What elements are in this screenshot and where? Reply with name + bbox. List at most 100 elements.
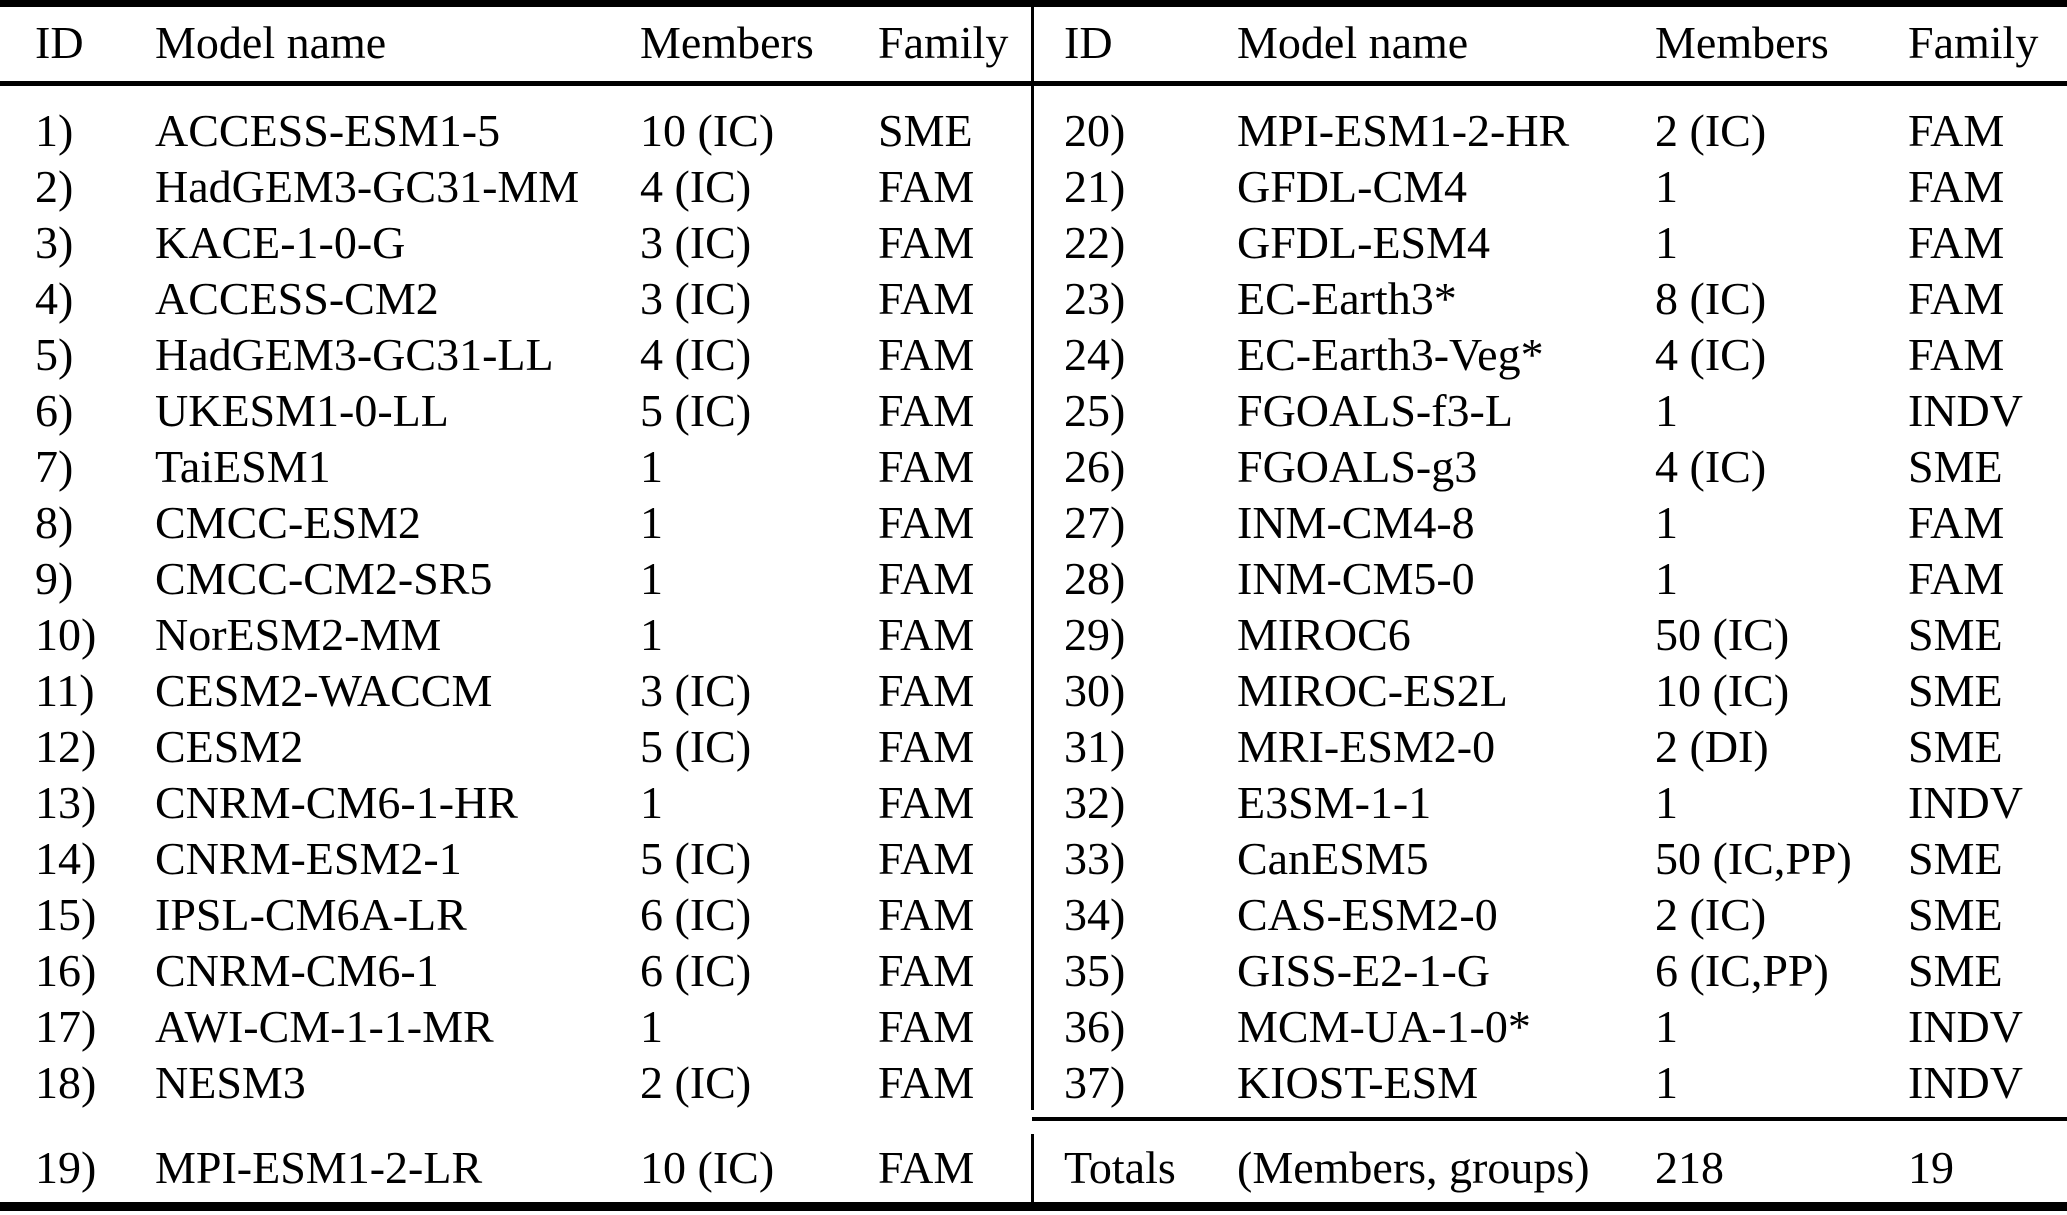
cell-family: FAM — [878, 777, 975, 828]
cell-id: 27) — [1064, 497, 1126, 548]
cell-id: 26) — [1064, 441, 1126, 492]
table-row: 29) MIROC6 50 (IC) SME — [1034, 607, 2067, 663]
table-row: 30) MIROC-ES2L 10 (IC) SME — [1034, 663, 2067, 719]
totals-caption: (Members, groups) — [1237, 1142, 1590, 1193]
cell-model: IPSL-CM6A-LR — [155, 889, 467, 940]
cell-model: UKESM1-0-LL — [155, 385, 449, 436]
top-rule — [0, 0, 2067, 7]
table-row: 10) NorESM2-MM 1 FAM — [0, 607, 1032, 663]
table-row: 17) AWI-CM-1-1-MR 1 FAM — [0, 999, 1032, 1055]
cell-id: 5) — [35, 329, 74, 380]
cell-id: 20) — [1064, 105, 1126, 156]
cell-id: 25) — [1064, 385, 1126, 436]
cell-id: 32) — [1064, 777, 1126, 828]
table-row: 7) TaiESM1 1 FAM — [0, 439, 1032, 495]
cell-model: GFDL-ESM4 — [1237, 217, 1491, 268]
cell-family: SME — [1908, 721, 2003, 772]
left-header-family: Family — [878, 17, 1009, 68]
cell-id: 2) — [35, 161, 74, 212]
right-header-members: Members — [1655, 17, 1829, 68]
cell-members: 5 (IC) — [640, 833, 752, 884]
cell-id: 23) — [1064, 273, 1126, 324]
cell-members: 6 (IC) — [640, 889, 752, 940]
cell-id: 7) — [35, 441, 74, 492]
cell-members: 1 — [1655, 1057, 1678, 1108]
table-row: 27) INM-CM4-8 1 FAM — [1034, 495, 2067, 551]
cell-members: 3 (IC) — [640, 217, 752, 268]
cell-model: E3SM-1-1 — [1237, 777, 1432, 828]
table-row: 37) KIOST-ESM 1 INDV — [1034, 1055, 2067, 1111]
cell-members: 1 — [1655, 1001, 1678, 1052]
cell-family: INDV — [1908, 385, 2023, 436]
cell-members: 1 — [1655, 161, 1678, 212]
cell-members: 8 (IC) — [1655, 273, 1767, 324]
cell-members: 2 (IC) — [1655, 889, 1767, 940]
cell-id: 24) — [1064, 329, 1126, 380]
cell-family: FAM — [878, 665, 975, 716]
left-header-id: ID — [35, 17, 84, 68]
cell-family: SME — [1908, 833, 2003, 884]
cell-members: 4 (IC) — [1655, 329, 1767, 380]
totals-label: Totals — [1064, 1142, 1176, 1193]
cell-model: FGOALS-g3 — [1237, 441, 1478, 492]
cell-members: 50 (IC,PP) — [1655, 833, 1852, 884]
table-row: 13) CNRM-CM6-1-HR 1 FAM — [0, 775, 1032, 831]
cell-family: FAM — [878, 385, 975, 436]
cell-id: 21) — [1064, 161, 1126, 212]
cell-model: MRI-ESM2-0 — [1237, 721, 1496, 772]
cell-members: 1 — [1655, 385, 1678, 436]
table-row: 33) CanESM5 50 (IC,PP) SME — [1034, 831, 2067, 887]
table-row: 14) CNRM-ESM2-1 5 (IC) FAM — [0, 831, 1032, 887]
cell-id: 35) — [1064, 945, 1126, 996]
cell-family: FAM — [878, 1142, 975, 1193]
cell-members: 1 — [640, 441, 663, 492]
cell-id: 22) — [1064, 217, 1126, 268]
cell-model: MIROC6 — [1237, 609, 1411, 660]
totals-row: Totals (Members, groups) 218 19 — [1034, 1140, 2067, 1196]
cell-members: 1 — [640, 553, 663, 604]
cell-id: 8) — [35, 497, 74, 548]
cell-family: SME — [1908, 609, 2003, 660]
cell-id: 16) — [35, 945, 97, 996]
cell-id: 15) — [35, 889, 97, 940]
cell-family: FAM — [878, 497, 975, 548]
cell-id: 33) — [1064, 833, 1126, 884]
left-header-members: Members — [640, 17, 814, 68]
cell-family: FAM — [878, 1001, 975, 1052]
cell-family: SME — [1908, 889, 2003, 940]
cell-family: FAM — [1908, 217, 2005, 268]
cell-members: 1 — [640, 609, 663, 660]
table-row: 8) CMCC-ESM2 1 FAM — [0, 495, 1032, 551]
totals-groups-value: 19 — [1908, 1142, 1954, 1193]
cell-model: CNRM-CM6-1-HR — [155, 777, 518, 828]
cell-model: EC-Earth3-Veg* — [1237, 329, 1544, 380]
cell-id: 19) — [35, 1142, 97, 1193]
table-row: 32) E3SM-1-1 1 INDV — [1034, 775, 2067, 831]
cell-model: CNRM-CM6-1 — [155, 945, 439, 996]
cell-family: FAM — [1908, 161, 2005, 212]
cell-id: 29) — [1064, 609, 1126, 660]
cell-model: CAS-ESM2-0 — [1237, 889, 1498, 940]
right-header-id: ID — [1064, 17, 1113, 68]
cell-members: 5 (IC) — [640, 385, 752, 436]
cell-members: 1 — [1655, 497, 1678, 548]
cell-family: FAM — [1908, 273, 2005, 324]
table-row: 1) ACCESS-ESM1-5 10 (IC) SME — [0, 103, 1032, 159]
cell-members: 2 (DI) — [1655, 721, 1769, 772]
cell-family: INDV — [1908, 1001, 2023, 1052]
cell-family: FAM — [878, 329, 975, 380]
cell-model: NESM3 — [155, 1057, 306, 1108]
table-row: 5) HadGEM3-GC31-LL 4 (IC) FAM — [0, 327, 1032, 383]
footer-column-divider — [1031, 1134, 1034, 1202]
cell-model: HadGEM3-GC31-LL — [155, 329, 554, 380]
table-row: 22) GFDL-ESM4 1 FAM — [1034, 215, 2067, 271]
cell-members: 1 — [640, 777, 663, 828]
cell-members: 50 (IC) — [1655, 609, 1790, 660]
cell-model: CMCC-ESM2 — [155, 497, 421, 548]
cell-model: MPI-ESM1-2-HR — [1237, 105, 1570, 156]
column-divider — [1031, 7, 1034, 1110]
cell-family: FAM — [878, 1057, 975, 1108]
table-row: 28) INM-CM5-0 1 FAM — [1034, 551, 2067, 607]
cell-family: INDV — [1908, 777, 2023, 828]
table-row: 16) CNRM-CM6-1 6 (IC) FAM — [0, 943, 1032, 999]
